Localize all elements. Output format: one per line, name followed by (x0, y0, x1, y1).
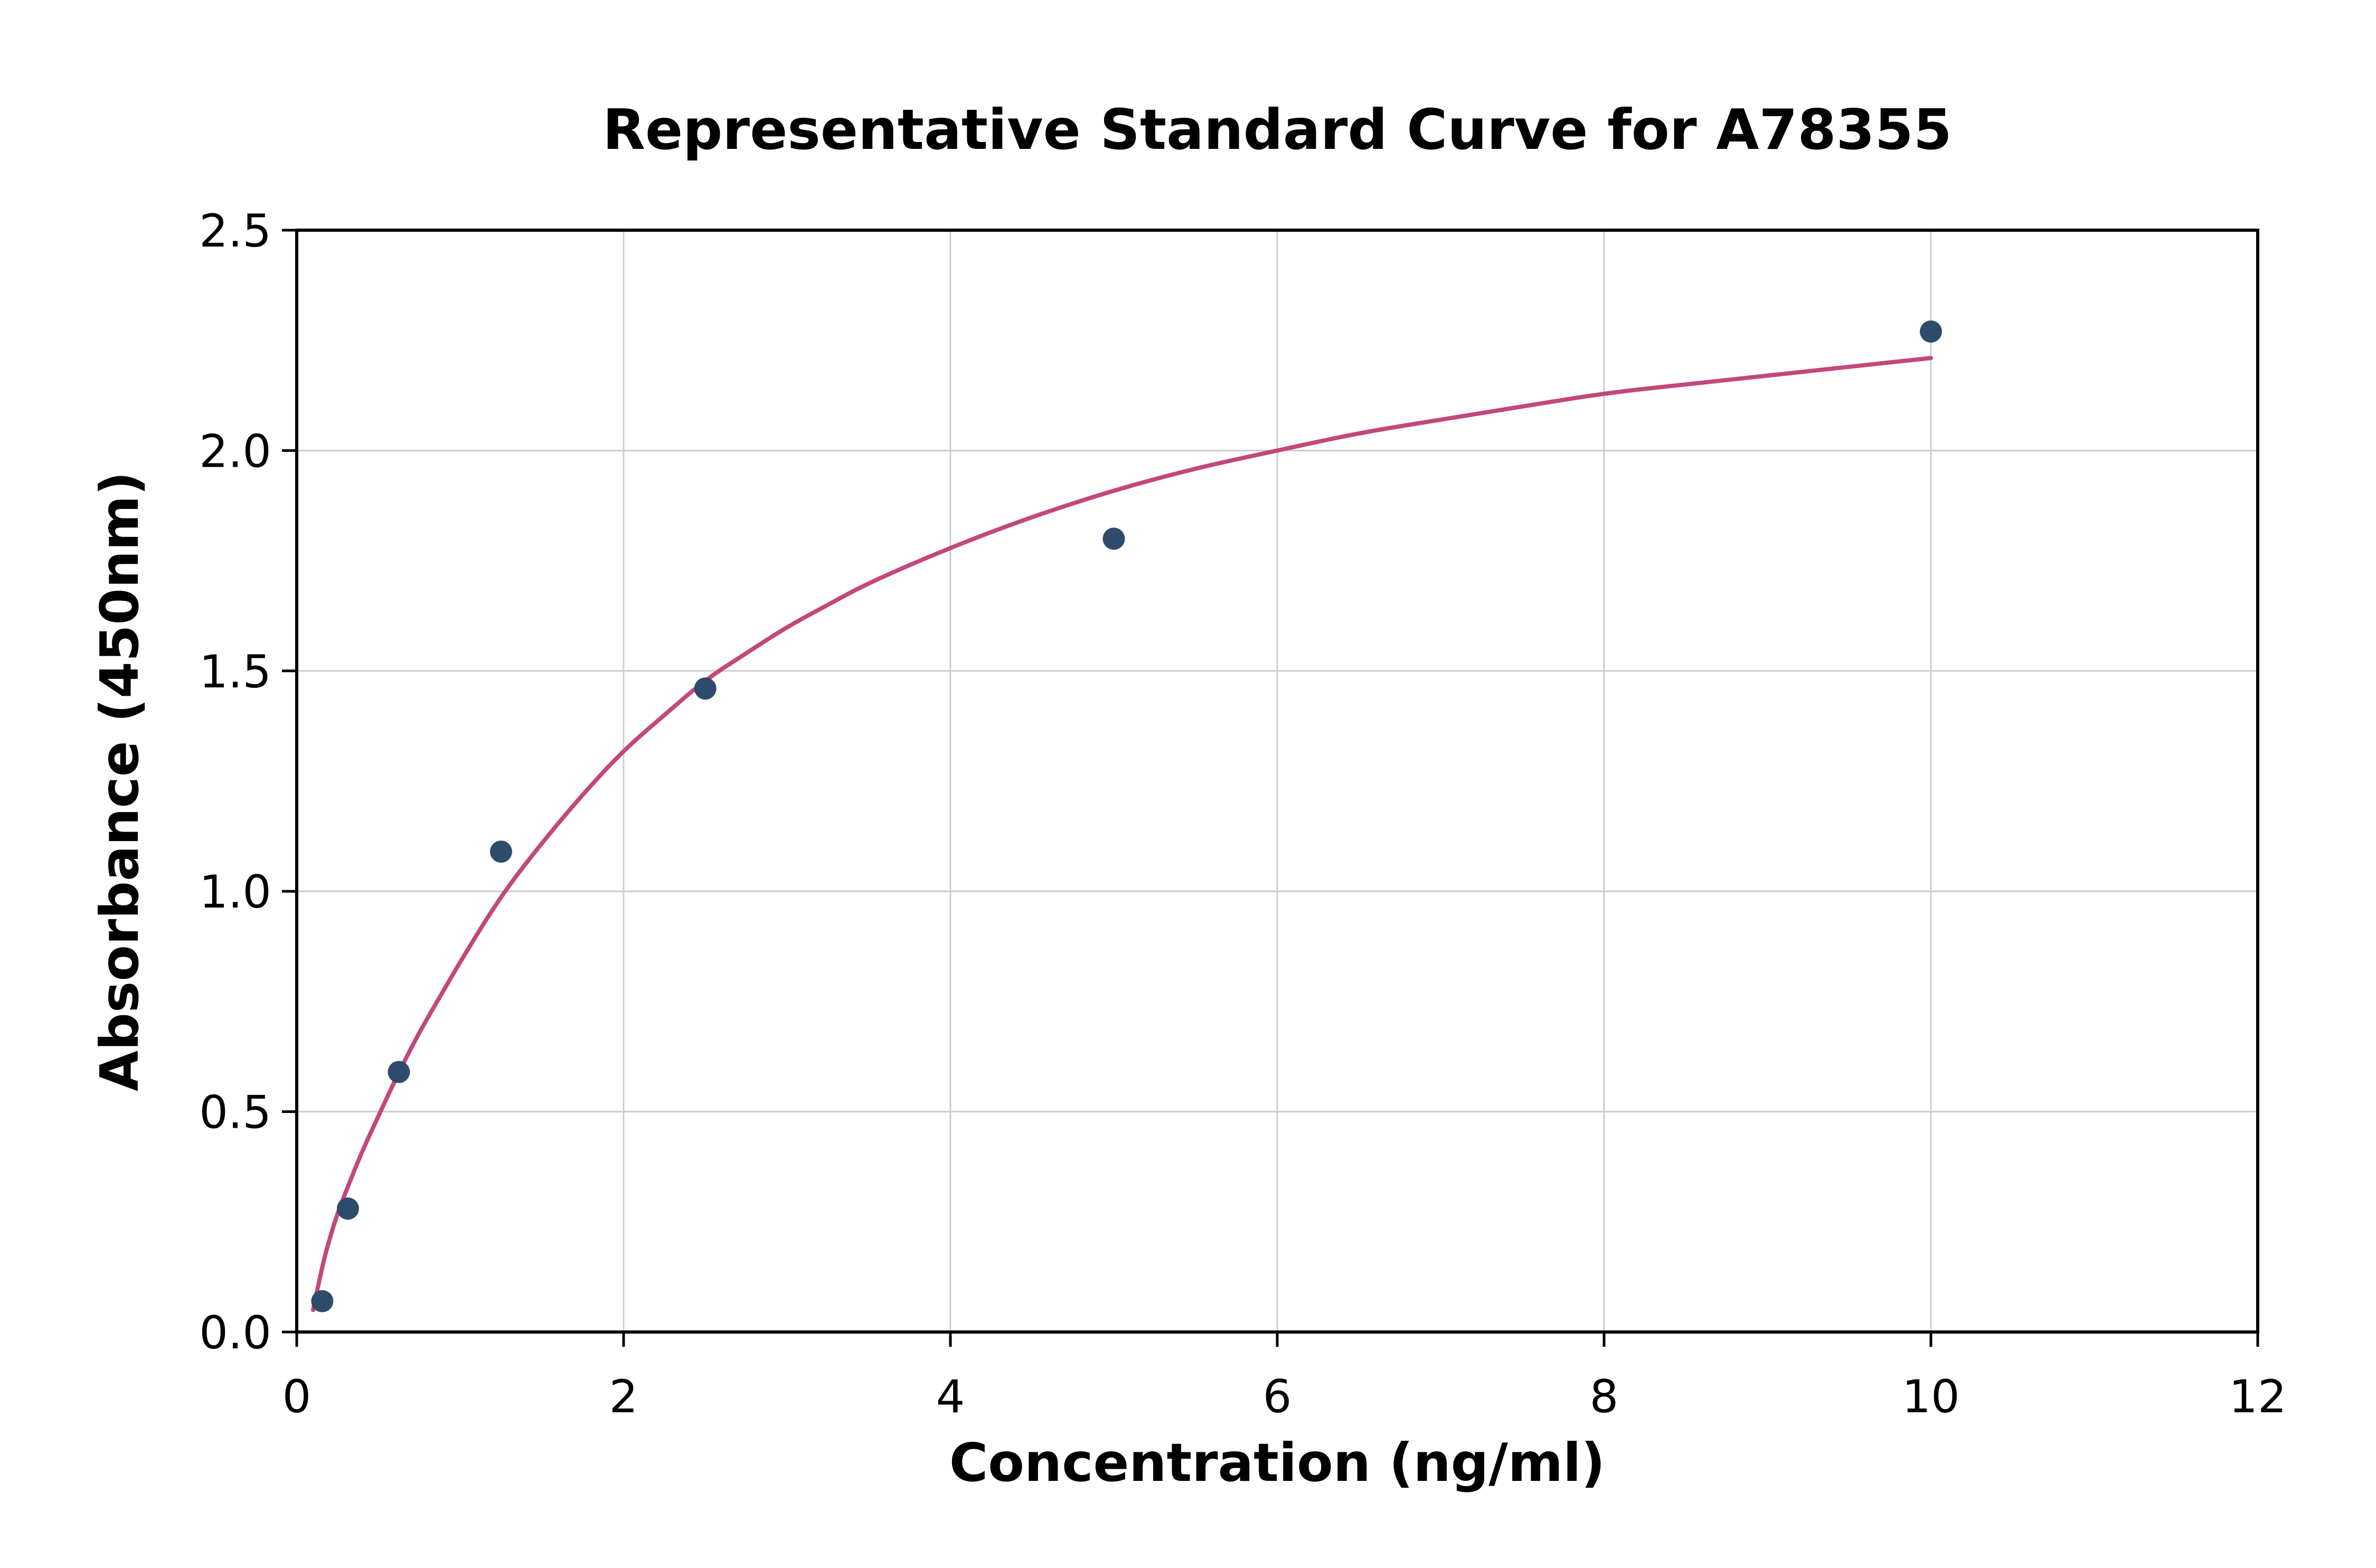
x-tick-label: 12 (2229, 1371, 2286, 1423)
x-axis-label: Concentration (ng/ml) (949, 1432, 1606, 1494)
data-point (489, 840, 512, 863)
data-point (311, 1290, 334, 1312)
x-tick-label: 0 (282, 1371, 312, 1423)
y-tick-label: 1.5 (199, 646, 271, 698)
x-tick-label: 10 (1902, 1371, 1959, 1423)
y-tick-label: 0.0 (199, 1307, 271, 1359)
y-tick-label: 0.5 (199, 1087, 271, 1139)
x-tick-label: 4 (936, 1371, 965, 1423)
y-tick-label: 2.5 (199, 205, 271, 258)
fit-curve (311, 356, 1933, 1312)
chart-title: Representative Standard Curve for A78355 (602, 98, 1952, 162)
x-tick-label: 8 (1590, 1371, 1619, 1423)
plot-border (295, 229, 2259, 1334)
x-tick-label: 2 (609, 1371, 638, 1423)
y-tick-label: 1.0 (199, 866, 271, 919)
data-point (1920, 320, 1942, 343)
data-point (336, 1197, 359, 1220)
x-tick-label: 6 (1263, 1371, 1292, 1423)
data-point (694, 677, 716, 700)
data-point (388, 1061, 410, 1083)
y-tick-label: 2.0 (199, 425, 271, 478)
data-point (1102, 527, 1125, 550)
y-axis-label: Absorbance (450nm) (89, 471, 150, 1092)
